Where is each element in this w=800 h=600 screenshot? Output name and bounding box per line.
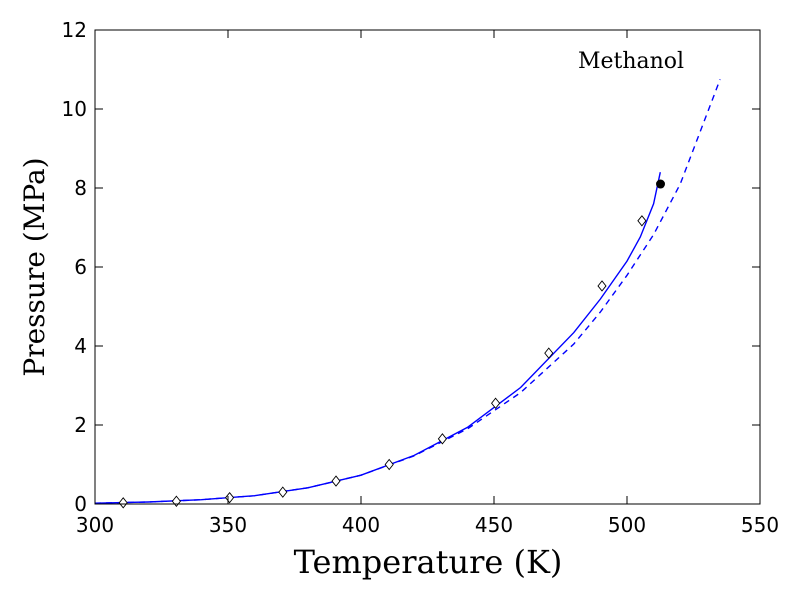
y-tick-label: 8 [74,176,87,200]
y-tick-label: 2 [74,413,87,437]
x-tick-label: 500 [608,513,646,537]
series-dashed-line [94,79,721,504]
data-point-diamond [597,280,607,292]
series-solid-line [94,172,661,504]
plot-area [94,79,721,509]
data-point-diamond [331,475,341,487]
x-tick-label: 400 [342,513,380,537]
y-axis-label: Pressure (MPa) [18,157,51,376]
data-point-diamond [637,215,647,227]
y-tick-label: 0 [74,492,87,516]
x-tick-label: 450 [475,513,513,537]
data-point-diamond [491,397,501,409]
x-tick-label: 350 [209,513,247,537]
data-point-diamond [225,491,235,504]
x-axis-label: Temperature (K) [294,543,563,581]
axis-ticks: 300 350 400 450 500 550 0 2 4 6 8 10 12 [62,18,780,537]
data-point-diamond [118,497,128,509]
annotation-methanol: Methanol [578,49,684,74]
y-tick-label: 4 [74,334,87,358]
y-tick-label: 6 [74,255,87,279]
data-point-diamond [437,433,447,445]
data-point-diamond [544,347,554,359]
y-tick-label: 10 [62,97,87,121]
x-tick-label: 550 [741,513,779,537]
critical-point-marker [656,179,666,189]
data-point-diamond [384,458,394,471]
plot-frame [94,29,761,505]
x-tick-label: 300 [76,513,114,537]
y-tick-label: 12 [62,18,87,42]
data-point-diamond [171,495,181,507]
data-point-diamond [278,486,288,498]
